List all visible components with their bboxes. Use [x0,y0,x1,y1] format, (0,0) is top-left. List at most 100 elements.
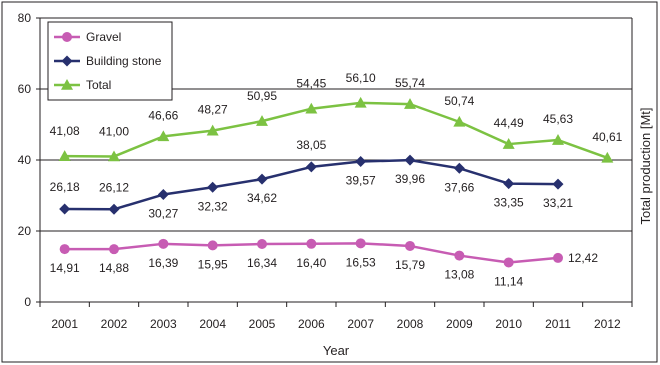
data-label: 16,39 [148,256,178,270]
data-point [453,115,466,127]
x-tick-label: 2007 [347,317,374,331]
data-point [257,238,267,249]
legend-item: Gravel [54,30,121,44]
data-label: 16,34 [247,256,277,270]
data-label: 44,49 [494,116,524,130]
y-tick-label: 40 [18,153,32,167]
series-line [64,101,608,160]
data-point [454,250,465,261]
data-label: 50,95 [247,89,277,103]
data-point [552,178,564,190]
data-point [552,134,564,145]
data-label: 48,27 [198,103,228,117]
axes: 0 20 40 60 80 2001 2002 2003 2004 2005 2006 2007 200… [18,11,633,331]
x-axis-title: Year [323,343,350,358]
x-tick-label: 2012 [594,317,621,331]
data-point [256,115,268,126]
x-tick-label: 2010 [495,317,522,331]
data-point [158,238,169,249]
data-label: 46,66 [148,108,178,122]
data-label: 33,21 [543,196,573,210]
data-point [453,162,465,174]
data-label: 45,63 [543,112,573,126]
data-point [59,203,71,215]
data-label: 54,45 [296,77,326,91]
data-point [256,173,268,185]
data-point [61,55,73,67]
data-point [108,203,120,215]
data-point [305,161,317,173]
data-point [404,154,416,166]
data-label: 56,10 [346,71,376,85]
data-label: 30,27 [148,207,178,221]
y-tick-label: 0 [24,295,31,309]
data-labels: 14,91 14,88 16,39 15,95 16,34 16,40 16,53 15,79… [50,71,623,289]
data-label: 15,79 [395,258,425,272]
data-point [305,102,318,114]
x-tick-label: 2001 [51,317,78,331]
y-tick-label: 60 [18,82,32,96]
data-label: 32,32 [198,199,228,213]
x-tick-label: 2011 [545,317,571,331]
series-gravel [59,238,563,268]
data-point [108,150,120,162]
legend-item: Building stone [54,54,162,68]
data-label: 33,35 [494,196,524,210]
data-label: 26,12 [99,180,129,194]
data-label: 41,00 [99,124,129,138]
data-point [354,96,367,108]
x-tick-label: 2002 [101,317,128,331]
data-point [405,240,415,251]
x-tick-label: 2009 [446,317,473,331]
data-point [157,189,169,201]
data-label: 39,57 [346,174,376,188]
data-point [404,98,416,109]
data-point [503,257,514,268]
y-tick-label: 20 [18,224,32,238]
data-point [206,124,219,136]
data-label: 40,61 [592,130,622,144]
data-label: 12,42 [568,251,598,265]
data-label: 38,05 [296,138,326,152]
data-label: 15,95 [198,257,228,271]
x-tick-label: 2003 [150,317,177,331]
data-label: 14,91 [50,261,80,275]
series-total [58,96,614,163]
data-label: 26,18 [50,180,80,194]
data-label: 37,66 [444,180,474,194]
data-point [58,150,71,161]
y-axis-title: Total production [Mt] [638,107,653,224]
data-point [59,244,70,255]
data-label: 16,40 [296,256,326,270]
data-label: 41,08 [50,124,80,138]
data-point [601,151,614,163]
data-point [207,181,219,193]
data-point [62,32,72,42]
data-label: 13,08 [444,268,474,282]
data-point [306,238,317,249]
data-point [355,156,367,168]
series-building-stone [59,154,564,215]
legend-label: Total [86,78,111,92]
x-tick-label: 2008 [397,317,424,331]
data-point [553,252,563,263]
data-label: 55,74 [395,76,425,90]
data-point [157,130,170,142]
legend-label: Gravel [86,30,121,44]
data-label: 50,74 [444,94,474,108]
y-tick-label: 80 [18,11,32,25]
series-layer [58,96,614,268]
data-point [502,138,515,149]
data-point [109,244,119,255]
data-point [503,178,515,190]
data-point [61,79,73,90]
data-label: 34,62 [247,191,277,205]
legend-label: Building stone [86,54,162,68]
data-label: 39,96 [395,172,425,186]
data-point [207,240,218,251]
data-label: 11,14 [494,274,523,288]
x-tick-label: 2005 [249,317,276,331]
legend: Gravel Building stone Total [47,21,173,101]
data-point [355,238,366,249]
